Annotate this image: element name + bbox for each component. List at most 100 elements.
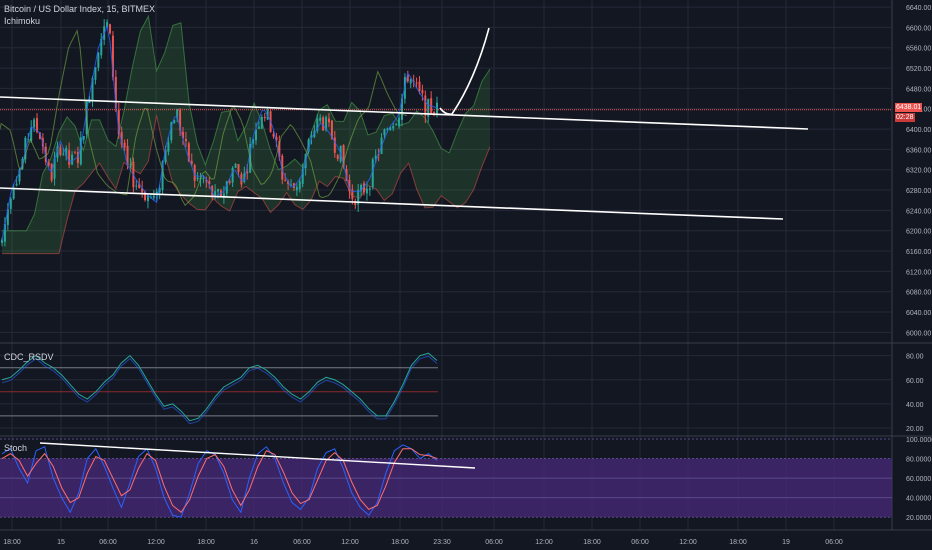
price-axis-tick: 6160.00 — [906, 249, 931, 256]
time-axis-tick: 18:00 — [391, 539, 409, 546]
candle-body — [182, 131, 185, 139]
rsi-pane-label[interactable]: CDC_RSDV — [4, 352, 54, 362]
candle-body — [263, 117, 266, 119]
candle-body — [111, 35, 114, 78]
candle-body — [47, 162, 50, 166]
candle-body — [275, 136, 278, 141]
candle-body — [94, 67, 97, 80]
chikou-line — [0, 29, 408, 207]
candle-body — [76, 152, 79, 164]
candle-body — [383, 129, 386, 136]
candle-body — [301, 169, 304, 184]
candle-body — [184, 138, 187, 142]
candle-body — [266, 109, 269, 120]
rsi-signal-line — [1, 355, 438, 425]
candle-body — [129, 164, 132, 166]
candle-body — [415, 82, 418, 84]
candle-body — [421, 90, 424, 94]
price-axis-tick: 6360.00 — [906, 147, 931, 154]
stoch-pane-label[interactable]: Stoch — [4, 443, 28, 453]
candle-body — [386, 128, 389, 130]
candle-body — [240, 174, 243, 185]
candle-body — [257, 126, 260, 129]
candle-body — [167, 142, 170, 152]
time-axis-tick: 12:00 — [679, 539, 697, 546]
ichimoku-span-a — [2, 14, 491, 232]
candle-body — [36, 118, 39, 133]
candle-body — [18, 169, 21, 182]
candle-body — [354, 201, 357, 206]
stoch-axis-tick: 20.0000 — [906, 515, 931, 522]
tenkan-line — [1, 24, 438, 241]
candle-body — [170, 122, 173, 141]
price-axis-tick: 6280.00 — [906, 188, 931, 195]
time-axis-tick: 06:00 — [631, 539, 649, 546]
candle-body — [254, 129, 257, 141]
candle-body — [418, 81, 421, 92]
candle-body — [400, 98, 403, 120]
candle-body — [9, 198, 12, 209]
price-axis-tick: 6400.00 — [906, 127, 931, 134]
candle-body — [252, 139, 255, 144]
candle-body — [363, 183, 366, 193]
candle-body — [73, 152, 76, 154]
time-axis-tick: 16 — [250, 539, 258, 546]
candle-body — [217, 189, 220, 192]
price-axis-tick: 6040.00 — [906, 310, 931, 317]
candle-body — [243, 173, 246, 183]
time-axis-tick: 06:00 — [99, 539, 117, 546]
candle-body — [33, 119, 36, 128]
ichimoku-span-b — [2, 115, 491, 255]
candle-body — [117, 109, 120, 134]
price-axis-tick: 6480.00 — [906, 86, 931, 93]
candle-body — [342, 145, 345, 167]
countdown-tag: 02:28 — [895, 113, 915, 122]
candle-body — [325, 117, 328, 130]
candle-body — [155, 191, 158, 196]
candle-body — [319, 117, 322, 121]
stoch-band — [0, 458, 892, 518]
candle-body — [234, 163, 237, 168]
candle-body — [190, 160, 193, 165]
candle-body — [176, 109, 179, 119]
price-axis-tick: 6200.00 — [906, 229, 931, 236]
candle-body — [272, 133, 275, 137]
candle-body — [336, 155, 339, 160]
time-axis-tick: 18:00 — [197, 539, 215, 546]
stoch-k-line — [1, 444, 438, 518]
candle-body — [68, 150, 71, 165]
ichimoku-indicator-label[interactable]: Ichimoku — [4, 16, 41, 26]
candle-body — [202, 177, 205, 180]
candle-body — [91, 78, 94, 101]
candle-body — [179, 109, 182, 131]
candle-body — [59, 147, 62, 155]
candle-body — [208, 181, 211, 184]
candle-body — [109, 24, 112, 34]
candle-body — [395, 124, 398, 126]
price-axis-tick: 6080.00 — [906, 290, 931, 297]
candle-body — [436, 102, 438, 114]
price-axis-tick: 6000.00 — [906, 330, 931, 337]
candle-body — [348, 179, 351, 192]
candle-body — [135, 185, 138, 187]
candle-body — [100, 38, 103, 56]
candle-body — [409, 79, 412, 84]
candle-body — [290, 184, 293, 186]
candle-body — [1, 239, 3, 243]
candle-body — [152, 195, 155, 199]
rsi-axis-tick: 60.00 — [906, 378, 924, 385]
price-axis-tick: 6600.00 — [906, 25, 931, 32]
candle-body — [327, 118, 330, 123]
candle-body — [126, 145, 129, 166]
stoch-axis-tick: 40.0000 — [906, 496, 931, 503]
candle-body — [82, 136, 85, 140]
candle-body — [412, 80, 415, 82]
candle-body — [295, 186, 298, 191]
candle-body — [427, 98, 430, 117]
candle-body — [196, 177, 199, 180]
rsi-axis-tick: 80.00 — [906, 354, 924, 361]
candle-body — [330, 120, 333, 139]
candle-body — [357, 189, 360, 205]
candle-body — [161, 161, 164, 191]
